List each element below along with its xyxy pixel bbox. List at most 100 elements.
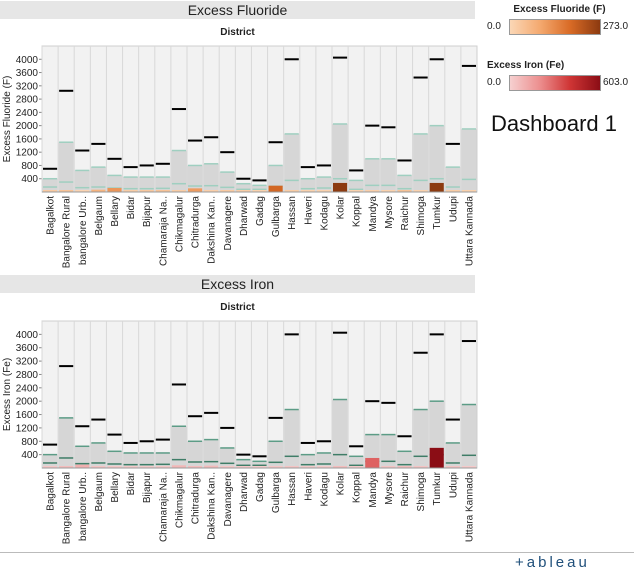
category-label: Gulbarga bbox=[271, 472, 282, 514]
reference-band bbox=[42, 178, 58, 192]
y-tick-label: 1200 bbox=[16, 423, 39, 434]
data-bar bbox=[316, 190, 331, 192]
reference-band bbox=[58, 417, 74, 468]
reference-band bbox=[300, 454, 316, 468]
category-label: Raichur bbox=[400, 471, 411, 506]
y-tick-label: 2400 bbox=[16, 108, 39, 119]
data-bar bbox=[349, 190, 364, 192]
reference-band bbox=[380, 158, 396, 192]
y-tick-label: 1600 bbox=[16, 134, 39, 145]
data-bar bbox=[413, 466, 428, 468]
y-tick-label: 4000 bbox=[16, 55, 39, 66]
category-label: Gadag bbox=[255, 472, 266, 502]
data-bar bbox=[365, 190, 380, 192]
reference-band bbox=[268, 441, 284, 468]
category-label: Mysore bbox=[384, 472, 395, 505]
data-bar bbox=[171, 465, 186, 468]
y-tick-label: 3600 bbox=[16, 68, 39, 79]
plot-background bbox=[41, 320, 478, 469]
fluoride-chart: Excess Fluoride (F) 400 800 1200 1600 2000 240… bbox=[2, 45, 478, 268]
iron-panel-title: Excess Iron bbox=[0, 275, 475, 293]
category-label: Bagalkot bbox=[46, 472, 57, 511]
reference-band bbox=[219, 172, 235, 192]
reference-band bbox=[139, 452, 155, 468]
fluoride-panel-title: Excess Fluoride bbox=[0, 1, 475, 19]
data-bar bbox=[204, 190, 219, 192]
category-label: Chitradurga bbox=[191, 196, 202, 249]
fluoride-legend-title: Excess Fluoride (F) bbox=[513, 4, 606, 15]
category-label: Mandya bbox=[368, 196, 379, 232]
category-label: Davanagere bbox=[223, 196, 234, 251]
category-label: Mandya bbox=[368, 472, 379, 508]
data-bar bbox=[268, 466, 283, 468]
reference-band bbox=[380, 434, 396, 468]
category-label: Kolar bbox=[336, 195, 347, 219]
category-label: Chikmagalur bbox=[174, 195, 185, 252]
category-label: Kodagu bbox=[319, 196, 330, 230]
reference-band bbox=[332, 399, 348, 468]
reference-band bbox=[396, 175, 413, 192]
fluoride-legend-min: 0.0 bbox=[487, 21, 501, 32]
footer bbox=[0, 552, 634, 581]
data-bar bbox=[284, 466, 299, 468]
category-label: Bidar bbox=[126, 471, 137, 495]
category-label: Gadag bbox=[255, 196, 266, 226]
y-tick-label: 2000 bbox=[16, 397, 39, 408]
data-bar bbox=[204, 465, 219, 468]
category-label: Haveri bbox=[303, 472, 314, 501]
category-label: Belgaum bbox=[94, 196, 105, 235]
reference-band bbox=[348, 180, 364, 192]
category-label: Kodagu bbox=[319, 472, 330, 506]
data-bar bbox=[155, 190, 170, 192]
tableau-logo[interactable]: +ableau bbox=[515, 554, 590, 571]
reference-band bbox=[155, 177, 171, 192]
reference-band bbox=[396, 451, 413, 468]
dashboard-title: Dashboard 1 bbox=[491, 111, 617, 136]
reference-band bbox=[445, 167, 461, 192]
data-bar bbox=[155, 466, 170, 468]
data-bar bbox=[300, 466, 315, 468]
category-label: Shimoga bbox=[416, 472, 427, 512]
category-label: Dakshina Kan.. bbox=[207, 196, 218, 264]
data-bar bbox=[333, 465, 348, 468]
category-label: Dharwad bbox=[239, 196, 250, 236]
reference-band bbox=[171, 150, 187, 192]
category-label: Bijapur bbox=[142, 471, 153, 503]
category-label: Shimoga bbox=[416, 196, 427, 236]
data-bar bbox=[397, 465, 412, 468]
category-label: Bellary bbox=[110, 196, 121, 227]
category-label: Tumkur bbox=[432, 195, 443, 229]
category-label: Gulbarga bbox=[271, 196, 282, 238]
category-label: bangalore Urb.. bbox=[78, 472, 89, 541]
reference-band bbox=[316, 452, 332, 468]
reference-band bbox=[284, 133, 300, 192]
reference-band bbox=[106, 451, 123, 468]
fluoride-legend-max: 273.0 bbox=[603, 21, 629, 32]
reference-band bbox=[284, 409, 300, 468]
category-label: Chamaraja Na.. bbox=[158, 472, 169, 542]
reference-band bbox=[42, 454, 58, 468]
data-bar bbox=[461, 190, 476, 192]
reference-band bbox=[74, 446, 90, 468]
reference-band bbox=[203, 439, 219, 468]
iron-x-axis-title: District bbox=[220, 302, 255, 313]
category-label: Bangalore Rural bbox=[62, 196, 73, 268]
data-bar bbox=[252, 466, 267, 468]
category-label: Udupi bbox=[448, 196, 459, 222]
data-bar bbox=[139, 466, 154, 468]
category-label: Bagalkot bbox=[46, 196, 57, 235]
data-bar bbox=[107, 188, 122, 192]
reference-band bbox=[123, 452, 139, 468]
data-bar bbox=[381, 190, 396, 192]
category-label: Raichur bbox=[400, 195, 411, 230]
data-bar bbox=[316, 466, 331, 468]
y-axis-label: Excess Fluoride (F) bbox=[2, 76, 13, 163]
data-bar bbox=[333, 182, 348, 192]
data-bar bbox=[252, 190, 267, 192]
category-label: Koppal bbox=[352, 196, 363, 227]
y-tick-label: 800 bbox=[21, 161, 38, 172]
y-tick-label: 3200 bbox=[16, 357, 39, 368]
data-bar bbox=[188, 465, 203, 468]
data-bar bbox=[220, 466, 235, 468]
reference-band bbox=[187, 441, 203, 468]
